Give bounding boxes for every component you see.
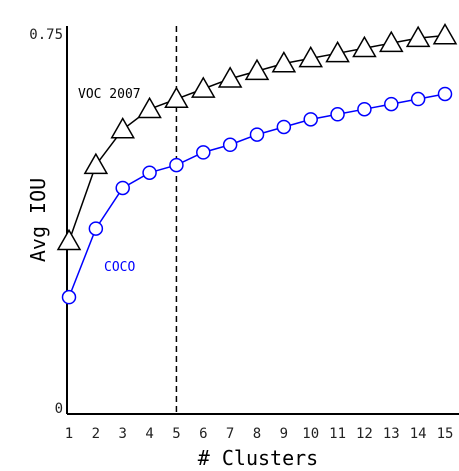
triangle-marker (378, 30, 404, 53)
circle-marker (330, 107, 345, 122)
x-tick-label: 4 (145, 426, 153, 442)
x-tick-label: 15 (437, 426, 454, 442)
circle-marker (88, 221, 104, 236)
x-tick-label: 12 (356, 426, 373, 442)
circle-marker (384, 96, 399, 112)
triangle-marker (110, 117, 136, 139)
y-tick-label-bottom: 0 (55, 401, 63, 417)
circle-marker (115, 180, 130, 196)
triangle-marker (352, 35, 377, 58)
circle-marker (410, 91, 426, 107)
x-tick-labels: 1 2 3 4 5 6 7 8 9 10 11 12 13 14 15 (65, 426, 454, 442)
x-tick-label: 7 (226, 426, 234, 442)
circle-marker (61, 289, 77, 305)
y-tick-label-top: 0.75 (29, 27, 63, 43)
triangle-marker (271, 50, 297, 73)
triangle-marker (432, 23, 458, 45)
circle-marker (169, 157, 184, 173)
triangle-marker (83, 152, 109, 175)
circle-marker (142, 165, 157, 180)
x-tick-label: 2 (92, 426, 100, 442)
axes: 0.75 0 Avg IOU # Clusters (26, 26, 459, 470)
triangle-marker (298, 45, 324, 68)
x-tick-label: 5 (172, 426, 180, 442)
x-tick-label: 1 (65, 426, 73, 442)
circle-marker (303, 112, 318, 127)
x-tick-label: 6 (199, 426, 207, 442)
x-tick-label: 10 (302, 426, 319, 442)
circle-marker (249, 127, 265, 142)
x-tick-label: 13 (383, 426, 400, 442)
series-label-voc-2007: VOC 2007 (78, 87, 141, 102)
series-layer (56, 23, 458, 305)
triangle-marker (137, 96, 162, 119)
circle-marker (222, 137, 238, 153)
x-tick-label: 11 (329, 426, 346, 442)
triangle-marker (56, 228, 82, 251)
circle-marker (437, 86, 453, 102)
x-tick-label: 9 (280, 426, 288, 442)
triangle-marker (244, 58, 270, 81)
triangle-marker (190, 76, 216, 98)
x-tick-label: 8 (253, 426, 261, 442)
y-axis-title: Avg IOU (26, 178, 50, 262)
x-axis-title: # Clusters (198, 446, 318, 470)
x-tick-label: 14 (410, 426, 427, 442)
circle-marker (196, 145, 211, 160)
series-label-coco: COCO (104, 260, 135, 275)
triangle-marker (217, 66, 243, 88)
circle-marker (357, 101, 372, 117)
triangle-marker (405, 25, 431, 48)
triangle-marker (325, 40, 350, 63)
triangle-marker (164, 86, 189, 109)
x-tick-label: 3 (118, 426, 126, 442)
circle-marker (276, 119, 292, 135)
